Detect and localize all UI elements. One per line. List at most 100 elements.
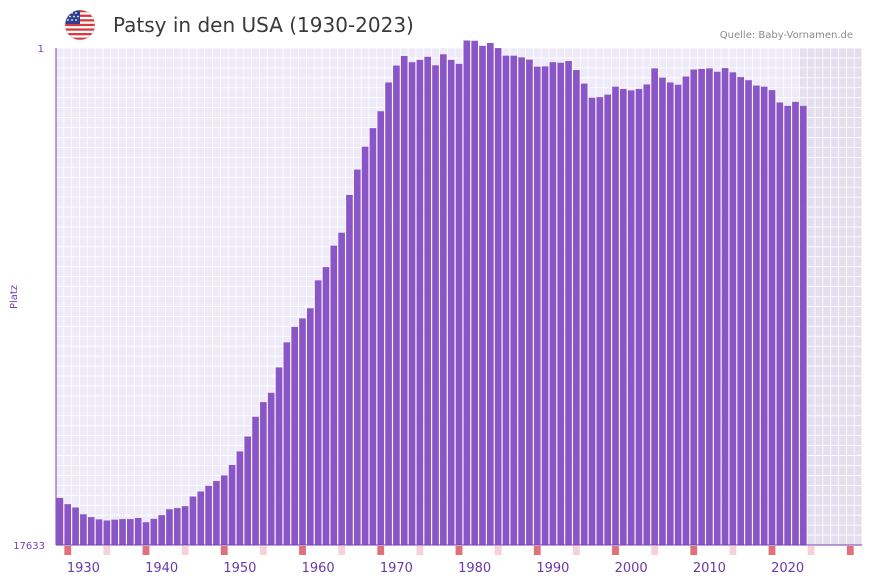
- bar-1997: [604, 94, 611, 545]
- bar-1940: [158, 515, 165, 545]
- bar-1958: [299, 318, 306, 545]
- bar-1928: [64, 504, 72, 545]
- decade-markers: [64, 546, 854, 555]
- bar-1936: [127, 519, 134, 545]
- bar-1993: [573, 70, 580, 545]
- x-tick-labels: 1930 1940 1950 1960 1970 1980 1990 2000 2010 2020: [67, 561, 804, 576]
- bar-1947: [213, 481, 220, 545]
- half-decade-marker-2003: [651, 546, 659, 555]
- bar-2014: [737, 77, 745, 546]
- half-decade-marker-1953: [259, 546, 267, 555]
- bar-1978: [455, 63, 463, 545]
- bar-1963: [338, 232, 345, 545]
- bar-1969: [385, 82, 392, 545]
- bar-2009: [698, 68, 705, 545]
- bar-1948: [220, 475, 228, 545]
- bar-2017: [760, 86, 768, 545]
- bar-2005: [666, 82, 674, 545]
- bar-2016: [753, 85, 760, 545]
- bar-1952: [252, 416, 259, 545]
- bar-1970: [393, 65, 400, 546]
- x-tick-label-2010: 2010: [693, 561, 726, 576]
- bar-1960: [314, 280, 322, 545]
- bar-1975: [432, 65, 439, 545]
- bar-2003: [651, 68, 658, 545]
- bar-1998: [612, 86, 619, 545]
- decade-marker-1928: [64, 546, 72, 555]
- bar-1992: [565, 61, 572, 546]
- bar-1984: [502, 55, 510, 545]
- bar-1931: [87, 517, 95, 545]
- y-axis-title: Platz: [9, 285, 20, 309]
- bar-1988: [533, 66, 541, 546]
- bar-1959: [307, 308, 314, 545]
- bar-2018: [768, 90, 776, 545]
- bars-group: [56, 40, 807, 546]
- bar-2020: [784, 105, 791, 545]
- bar-1933: [103, 520, 111, 545]
- decade-marker-1978: [455, 546, 463, 555]
- bar-1990: [549, 62, 557, 546]
- bar-1999: [620, 88, 627, 546]
- decade-marker-1998: [612, 546, 619, 555]
- bar-1927: [56, 497, 64, 545]
- bar-1976: [440, 54, 447, 545]
- bar-1951: [244, 436, 252, 545]
- bar-2007: [682, 76, 690, 545]
- bar-1961: [322, 267, 330, 545]
- source-label: Quelle: Baby-Vornamen.de: [719, 30, 853, 41]
- y-tick-label-bottom: 17633: [13, 541, 45, 552]
- chart-title: Patsy in den USA (1930-2023): [113, 13, 414, 37]
- decade-marker-1988: [533, 546, 541, 555]
- bar-1962: [330, 245, 338, 545]
- x-tick-label-1960: 1960: [302, 561, 335, 576]
- bar-1967: [369, 128, 377, 546]
- bar-1954: [267, 392, 275, 545]
- bar-1982: [486, 43, 494, 545]
- half-decade-marker-2023: [807, 546, 815, 555]
- bar-2010: [706, 68, 713, 545]
- x-tick-label-1950: 1950: [223, 561, 256, 576]
- bar-2001: [635, 88, 643, 546]
- bar-1946: [205, 485, 212, 545]
- bar-1964: [346, 194, 353, 545]
- x-tick-label-1930: 1930: [67, 561, 100, 576]
- bar-1955: [275, 367, 283, 545]
- bar-2006: [674, 84, 682, 546]
- bar-1949: [228, 464, 236, 545]
- x-tick-label-1970: 1970: [380, 561, 413, 576]
- x-tick-label-1990: 1990: [536, 561, 569, 576]
- bar-1938: [142, 522, 150, 545]
- bar-1966: [361, 146, 369, 545]
- x-tick-label-1940: 1940: [145, 561, 178, 576]
- bar-2013: [729, 72, 737, 545]
- decade-marker-2008: [690, 546, 698, 555]
- bar-1971: [400, 55, 408, 546]
- bar-1950: [236, 451, 244, 545]
- bar-2008: [690, 69, 698, 546]
- bar-1977: [447, 59, 455, 545]
- half-decade-marker-1973: [416, 546, 424, 555]
- bar-1981: [479, 45, 486, 546]
- bar-1974: [424, 56, 432, 545]
- bar-1973: [416, 59, 424, 545]
- bar-1957: [291, 326, 298, 545]
- bar-1986: [518, 57, 525, 545]
- bar-2022: [799, 105, 807, 545]
- bar-1987: [526, 59, 533, 546]
- half-decade-marker-1993: [572, 546, 580, 555]
- x-tick-label-2000: 2000: [615, 561, 648, 576]
- bar-1937: [134, 517, 142, 545]
- usa-flag-icon: [64, 9, 96, 41]
- x-tick-label-1980: 1980: [458, 561, 491, 576]
- bar-1941: [166, 509, 173, 545]
- bar-1929: [72, 507, 79, 545]
- bar-1983: [494, 48, 502, 545]
- half-decade-marker-1963: [338, 546, 346, 555]
- bar-1935: [119, 519, 126, 545]
- bar-1932: [95, 519, 103, 545]
- bar-2019: [776, 102, 784, 546]
- half-decade-marker-1983: [494, 546, 502, 555]
- bar-1979: [463, 40, 471, 545]
